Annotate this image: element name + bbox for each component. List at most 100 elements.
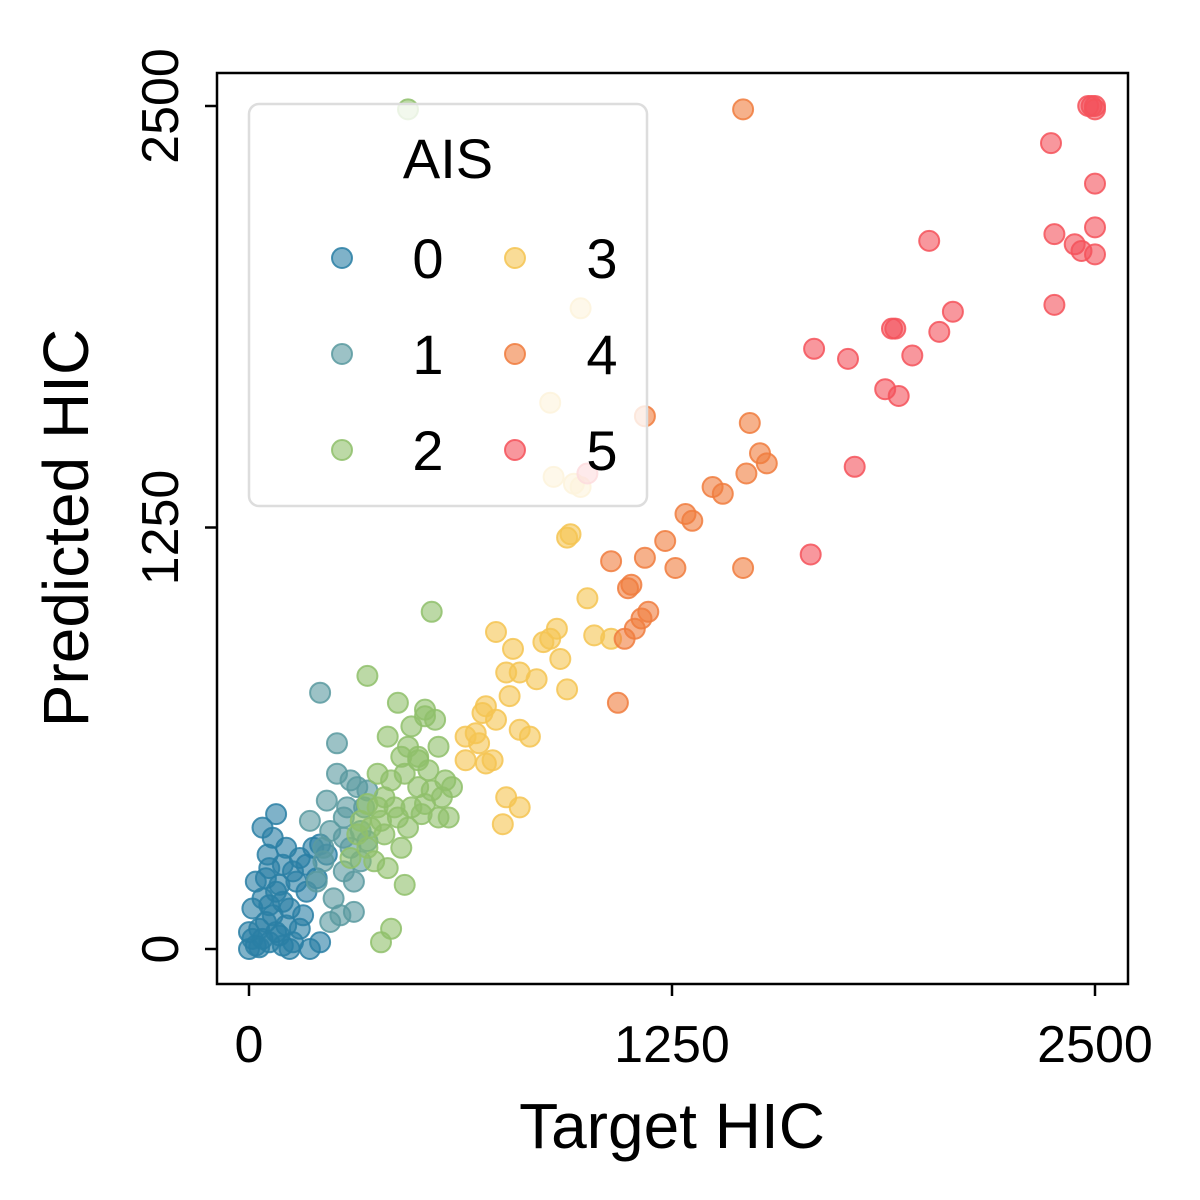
data-point-ais-5 [1084, 216, 1106, 239]
data-point-ais-2 [339, 847, 362, 869]
data-point-ais-3 [485, 621, 507, 643]
x-tick-label: 0 [235, 1016, 264, 1074]
data-point-ais-2 [393, 873, 416, 896]
data-point-ais-4 [664, 557, 687, 579]
data-point-ais-4 [613, 627, 636, 650]
data-point-ais-3 [549, 648, 572, 670]
data-point-ais-2 [386, 691, 409, 714]
data-point-ais-4 [617, 577, 639, 600]
data-point-ais-3 [518, 725, 541, 748]
data-point-ais-4 [732, 557, 755, 579]
data-point-ais-5 [887, 385, 910, 407]
x-axis-label: Target HIC [519, 1090, 825, 1162]
data-point-ais-4 [711, 482, 734, 505]
data-point-ais-4 [732, 98, 755, 121]
legend-label-ais-2: 2 [412, 419, 443, 482]
data-point-ais-2 [346, 823, 369, 846]
data-point-ais-4 [681, 509, 704, 532]
legend-marker-ais-3 [504, 247, 526, 269]
data-point-ais-5 [901, 344, 924, 367]
y-axis-label: Predicted HIC [30, 329, 102, 727]
data-point-ais-2 [356, 664, 379, 687]
data-point-ais-5 [837, 347, 859, 370]
data-point-ais-4 [633, 546, 656, 569]
y-tick-label: 0 [132, 935, 190, 964]
data-point-ais-4 [735, 462, 758, 485]
data-point-ais-5 [1043, 293, 1066, 316]
data-point-ais-5 [941, 300, 964, 323]
data-point-ais-2 [414, 698, 436, 721]
data-point-ais-5 [918, 229, 941, 252]
data-point-ais-0 [275, 836, 298, 859]
data-point-ais-3 [532, 631, 555, 654]
data-point-ais-4 [738, 412, 761, 434]
data-point-ais-0 [256, 843, 279, 866]
x-tick-label: 1250 [614, 1016, 730, 1074]
legend-marker-ais-0 [331, 247, 353, 269]
data-point-ais-3 [471, 702, 494, 724]
data-point-ais-5 [799, 543, 822, 566]
data-point-ais-2 [370, 809, 392, 832]
data-point-ais-3 [491, 813, 514, 836]
data-point-ais-2 [420, 600, 443, 623]
data-point-ais-0 [309, 931, 332, 954]
data-point-ais-2 [397, 816, 419, 839]
data-point-ais-2 [400, 715, 423, 738]
data-point-ais-5 [843, 455, 866, 478]
data-point-ais-1 [326, 762, 348, 785]
legend-label-ais-1: 1 [412, 323, 443, 386]
legend-label-ais-0: 0 [412, 227, 443, 290]
data-point-ais-3 [502, 637, 524, 660]
data-point-ais-1 [315, 789, 338, 812]
data-point-ais-3 [495, 661, 518, 684]
data-point-ais-3 [498, 685, 521, 708]
legend-marker-ais-2 [331, 439, 353, 461]
legend-label-ais-4: 4 [586, 323, 617, 386]
data-point-ais-1 [342, 900, 365, 923]
data-point-ais-3 [464, 722, 487, 745]
data-point-ais-5 [1084, 243, 1106, 266]
data-point-ais-4 [755, 452, 778, 475]
data-point-ais-3 [474, 752, 497, 775]
legend-title: AIS [403, 127, 493, 190]
data-point-ais-2 [414, 793, 436, 815]
y-tick-label: 1250 [132, 470, 190, 586]
data-point-ais-5 [928, 320, 951, 343]
data-point-ais-5 [884, 317, 907, 340]
data-point-ais-2 [441, 776, 463, 799]
data-point-ais-4 [654, 530, 677, 552]
data-point-ais-5 [1043, 223, 1066, 246]
data-point-ais-1 [305, 870, 328, 893]
data-point-ais-1 [309, 681, 332, 704]
data-point-ais-2 [427, 735, 450, 758]
x-tick-label: 2500 [1037, 1016, 1153, 1074]
legend-entries: 0 1 2 3 4 5 [331, 227, 618, 482]
data-point-ais-3 [556, 526, 579, 549]
data-point-ais-1 [326, 732, 348, 755]
data-point-ais-2 [437, 806, 460, 829]
data-point-ais-5 [803, 337, 826, 360]
data-point-ais-3 [508, 796, 531, 819]
y-tick-label: 2500 [132, 48, 190, 164]
points-layer [238, 95, 1106, 960]
data-point-ais-2 [376, 857, 399, 880]
data-point-ais-1 [312, 850, 335, 873]
data-point-ais-3 [525, 668, 548, 691]
data-point-ais-0 [278, 897, 301, 920]
data-point-ais-0 [265, 803, 288, 826]
data-point-ais-5 [1084, 98, 1106, 121]
data-point-ais-2 [390, 836, 413, 859]
data-point-ais-1 [298, 809, 321, 832]
data-point-ais-2 [390, 745, 413, 768]
data-point-ais-4 [606, 691, 629, 714]
data-point-ais-2 [376, 725, 399, 748]
legend: AIS 0 1 2 3 4 5 [247, 102, 649, 508]
data-point-ais-5 [1040, 132, 1062, 155]
legend-box [247, 102, 649, 508]
data-point-ais-3 [556, 678, 579, 701]
data-point-ais-0 [248, 936, 271, 959]
legend-marker-ais-5 [504, 439, 526, 461]
ticks-layer: 0 1250 2500 0 1250 2500 [132, 48, 1153, 1074]
data-point-ais-2 [417, 759, 440, 782]
